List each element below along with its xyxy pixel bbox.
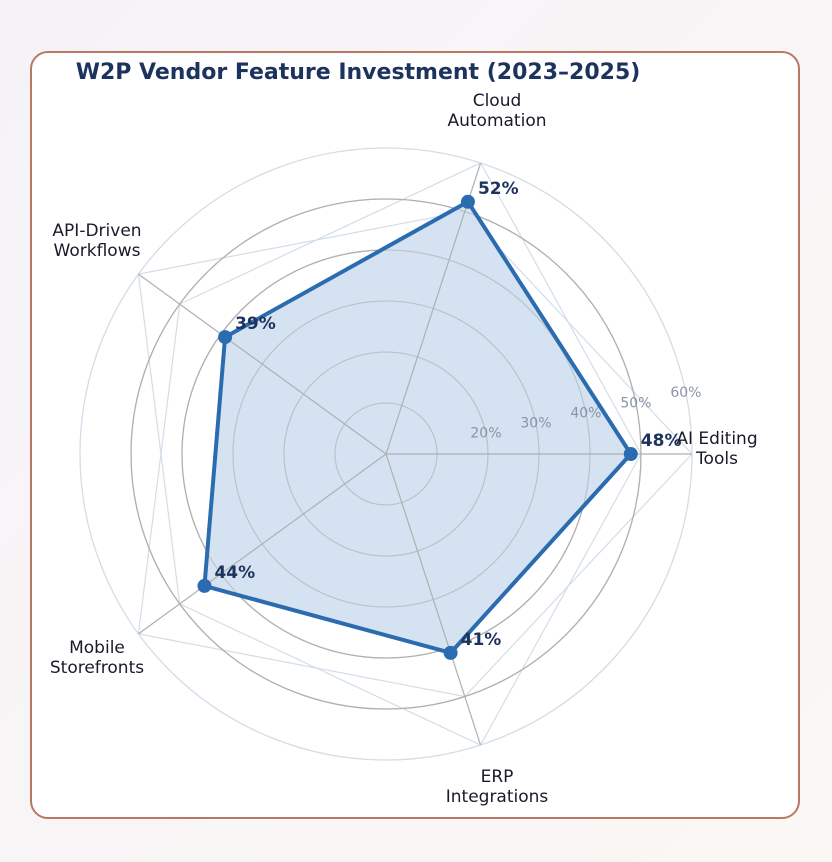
radar-area [204, 201, 631, 653]
grid-chord [179, 162, 481, 305]
data-label: 41% [461, 630, 502, 650]
category-label: Cloud Automation [447, 91, 546, 131]
radial-tick-label: 30% [520, 416, 551, 432]
category-label: ERP Integrations [446, 767, 549, 807]
grid-chord [137, 304, 181, 634]
data-label: 52% [478, 179, 519, 199]
radial-tick-label: 40% [570, 405, 601, 421]
data-point [443, 645, 458, 660]
chart-title: W2P Vendor Feature Investment (2023–2025… [75, 60, 641, 85]
radial-tick-label: 60% [670, 385, 701, 401]
category-label: AI Editing Tools [676, 429, 757, 469]
spoke [138, 273, 387, 455]
grid-chord [137, 274, 181, 604]
data-point [197, 578, 212, 593]
grid-chord [480, 453, 642, 746]
category-label: API-Driven Workflows [52, 221, 141, 261]
data-point [623, 447, 638, 461]
data-point [218, 330, 233, 345]
grid-chord [138, 210, 465, 275]
grid-chord [138, 633, 465, 698]
data-label: 48% [641, 431, 682, 451]
grid-chord [179, 603, 481, 746]
grid-chord [480, 162, 642, 455]
spoke [385, 453, 482, 746]
grid-chord [464, 453, 693, 697]
category-label: Mobile Storefronts [50, 638, 144, 678]
radial-tick-label: 20% [470, 426, 501, 442]
radar-line [202, 199, 633, 655]
data-point [460, 194, 475, 209]
data-label: 44% [214, 563, 255, 583]
radial-tick-label: 50% [620, 395, 651, 411]
spoke [138, 453, 387, 635]
spoke [385, 162, 482, 455]
data-label: 39% [235, 314, 276, 334]
